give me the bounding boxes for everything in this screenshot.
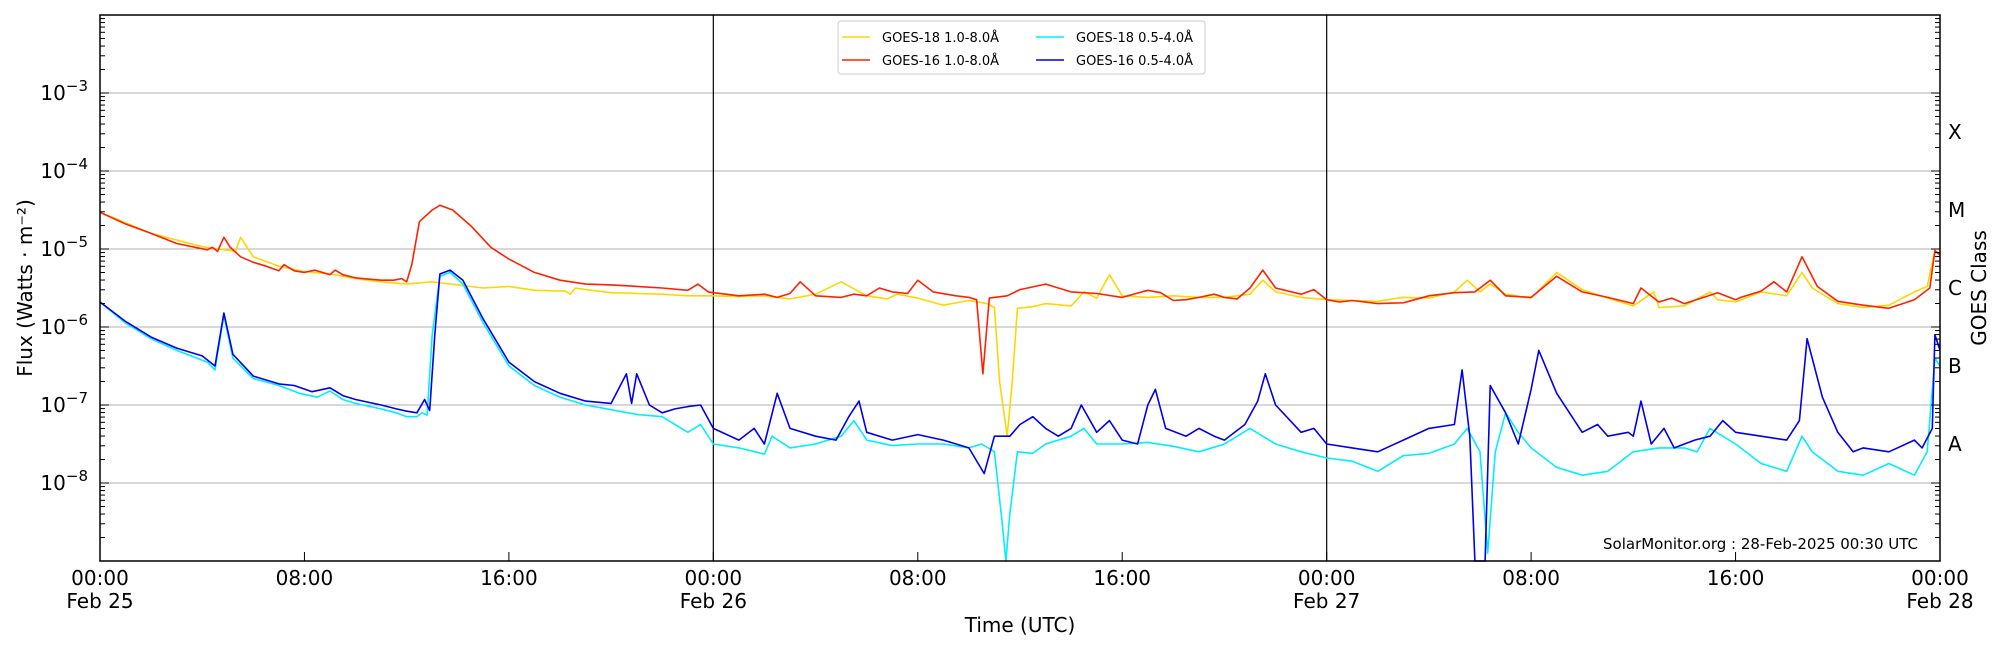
y-tick-label: 10−6	[40, 311, 88, 339]
day-dividers	[712, 15, 1328, 561]
legend-label-goes16-long: GOES-16 1.0-8.0Å	[882, 53, 999, 69]
x-tick-time: 16:00	[480, 566, 538, 590]
goes-class-label: M	[1948, 198, 1965, 222]
legend-label-goes16-short: GOES-16 0.5-4.0Å	[1076, 53, 1193, 69]
series-line-0	[99, 211, 1941, 438]
x-tick-time: 00:00	[71, 566, 129, 590]
y-axis-left: 10−3 10−4 10−5 10−6 10−7 10−8	[40, 18, 1940, 562]
x-tick-time: 00:00	[685, 566, 743, 590]
legend-label-goes18-short: GOES-18 0.5-4.0Å	[1076, 30, 1193, 46]
y-tick-label: 10−5	[40, 233, 88, 261]
x-tick-time: 08:00	[276, 566, 334, 590]
x-tick-date: Feb 26	[680, 589, 747, 613]
y-tick-label: 10−7	[40, 389, 88, 417]
x-tick-time: 08:00	[1502, 566, 1560, 590]
legend: GOES-18 1.0-8.0Å GOES-16 1.0-8.0Å GOES-1…	[837, 20, 1206, 75]
y-axis-title: Flux (Watts · m⁻²)	[13, 199, 37, 377]
y-tick-label: 10−3	[40, 77, 88, 105]
y-tick-label: 10−4	[40, 155, 88, 183]
x-tick-time: 16:00	[1707, 566, 1765, 590]
x-tick-time: 00:00	[1298, 566, 1356, 590]
x-axis-title: Time (UTC)	[964, 613, 1076, 637]
series-line-1	[99, 204, 1941, 375]
data-series	[99, 204, 1941, 562]
y-axis-right-goes-class: X M C B A	[1948, 120, 1965, 456]
legend-box	[837, 20, 1206, 75]
x-tick-time: 08:00	[889, 566, 947, 590]
goes-class-label: C	[1948, 276, 1962, 300]
watermark: SolarMonitor.org : 28-Feb-2025 00:30 UTC	[1603, 535, 1918, 553]
goes-class-label: X	[1948, 120, 1962, 144]
goes-class-label: A	[1948, 432, 1962, 456]
series-line-3	[99, 269, 1941, 562]
gridlines	[100, 92, 1940, 484]
series-line-2	[99, 271, 1941, 562]
y-axis-right-title: GOES Class	[1967, 230, 1991, 346]
x-tick-time: 00:00	[1911, 566, 1969, 590]
x-tick-date: Feb 27	[1293, 589, 1360, 613]
legend-label-goes18-long: GOES-18 1.0-8.0Å	[882, 30, 999, 46]
x-tick-date: Feb 25	[66, 589, 133, 613]
goes-class-label: B	[1948, 354, 1962, 378]
x-tick-time: 16:00	[1093, 566, 1151, 590]
x-tick-date: Feb 28	[1906, 589, 1973, 613]
plot-frame	[99, 14, 1941, 562]
y-tick-label: 10−8	[40, 467, 88, 495]
